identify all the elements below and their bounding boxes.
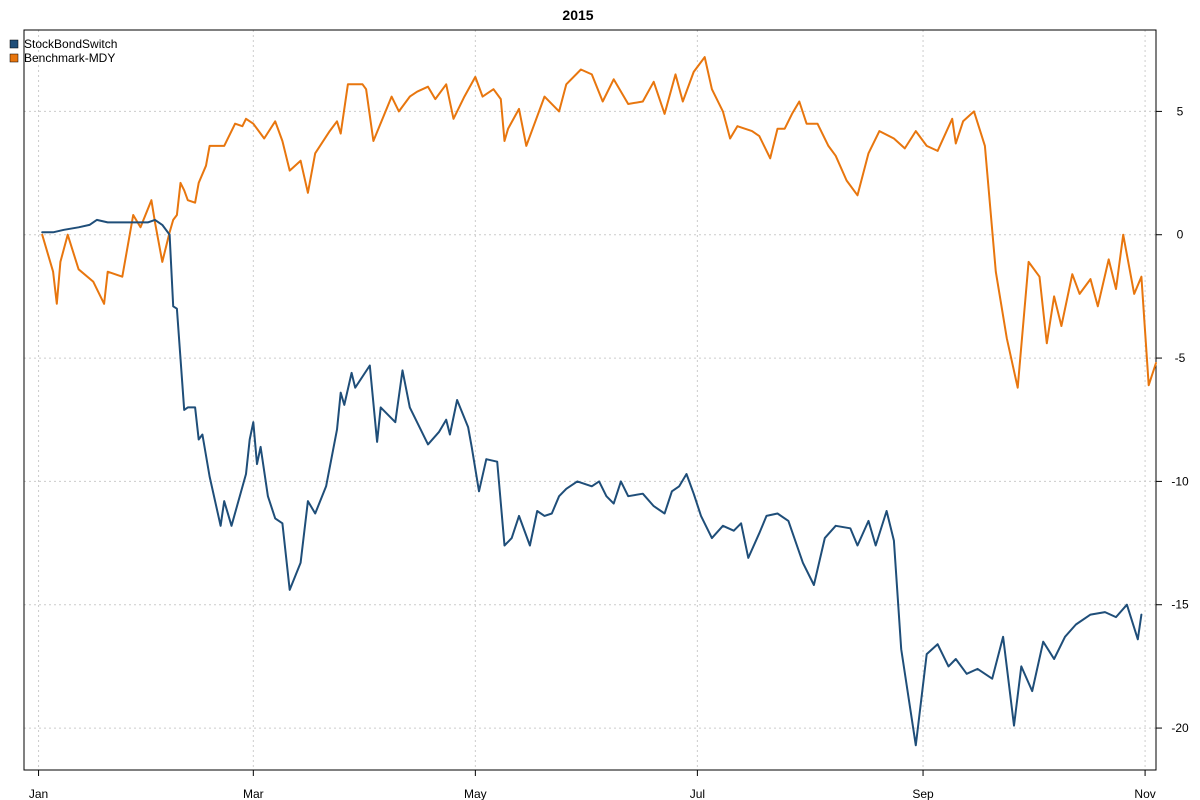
y-tick-label--20: -20 [1171, 721, 1189, 735]
x-tick-label-sep: Sep [912, 787, 934, 800]
legend: StockBondSwitch Benchmark-MDY [9, 37, 117, 65]
axes: Jan Mar May Jul Sep Nov 5 0 -5 -10 -15 -20 [29, 104, 1189, 800]
legend-swatch-stockbondswitch [9, 39, 19, 49]
y-tick-label--10: -10 [1171, 474, 1189, 488]
series-lines [41, 56, 1157, 747]
series-line-stockbondswitch [41, 218, 1143, 747]
x-tick-label-mar: Mar [243, 787, 264, 800]
grid [24, 30, 1156, 770]
x-tick-label-may: May [464, 787, 487, 800]
series-line-benchmark-mdy [41, 56, 1157, 389]
legend-label-benchmark-mdy: Benchmark-MDY [24, 51, 115, 65]
x-tick-label-jul: Jul [690, 787, 705, 800]
chart-title: 2015 [562, 7, 593, 23]
y-tick-label--5: -5 [1175, 351, 1186, 365]
x-tick-label-jan: Jan [29, 787, 48, 800]
x-tick-label-nov: Nov [1134, 787, 1155, 800]
y-tick-label--15: -15 [1171, 598, 1189, 612]
legend-swatch-benchmark-mdy [9, 53, 19, 63]
legend-label-stockbondswitch: StockBondSwitch [24, 37, 117, 51]
y-tick-label-5: 5 [1177, 104, 1184, 118]
plot-frame [23, 29, 1157, 771]
y-tick-label-0: 0 [1177, 228, 1184, 242]
